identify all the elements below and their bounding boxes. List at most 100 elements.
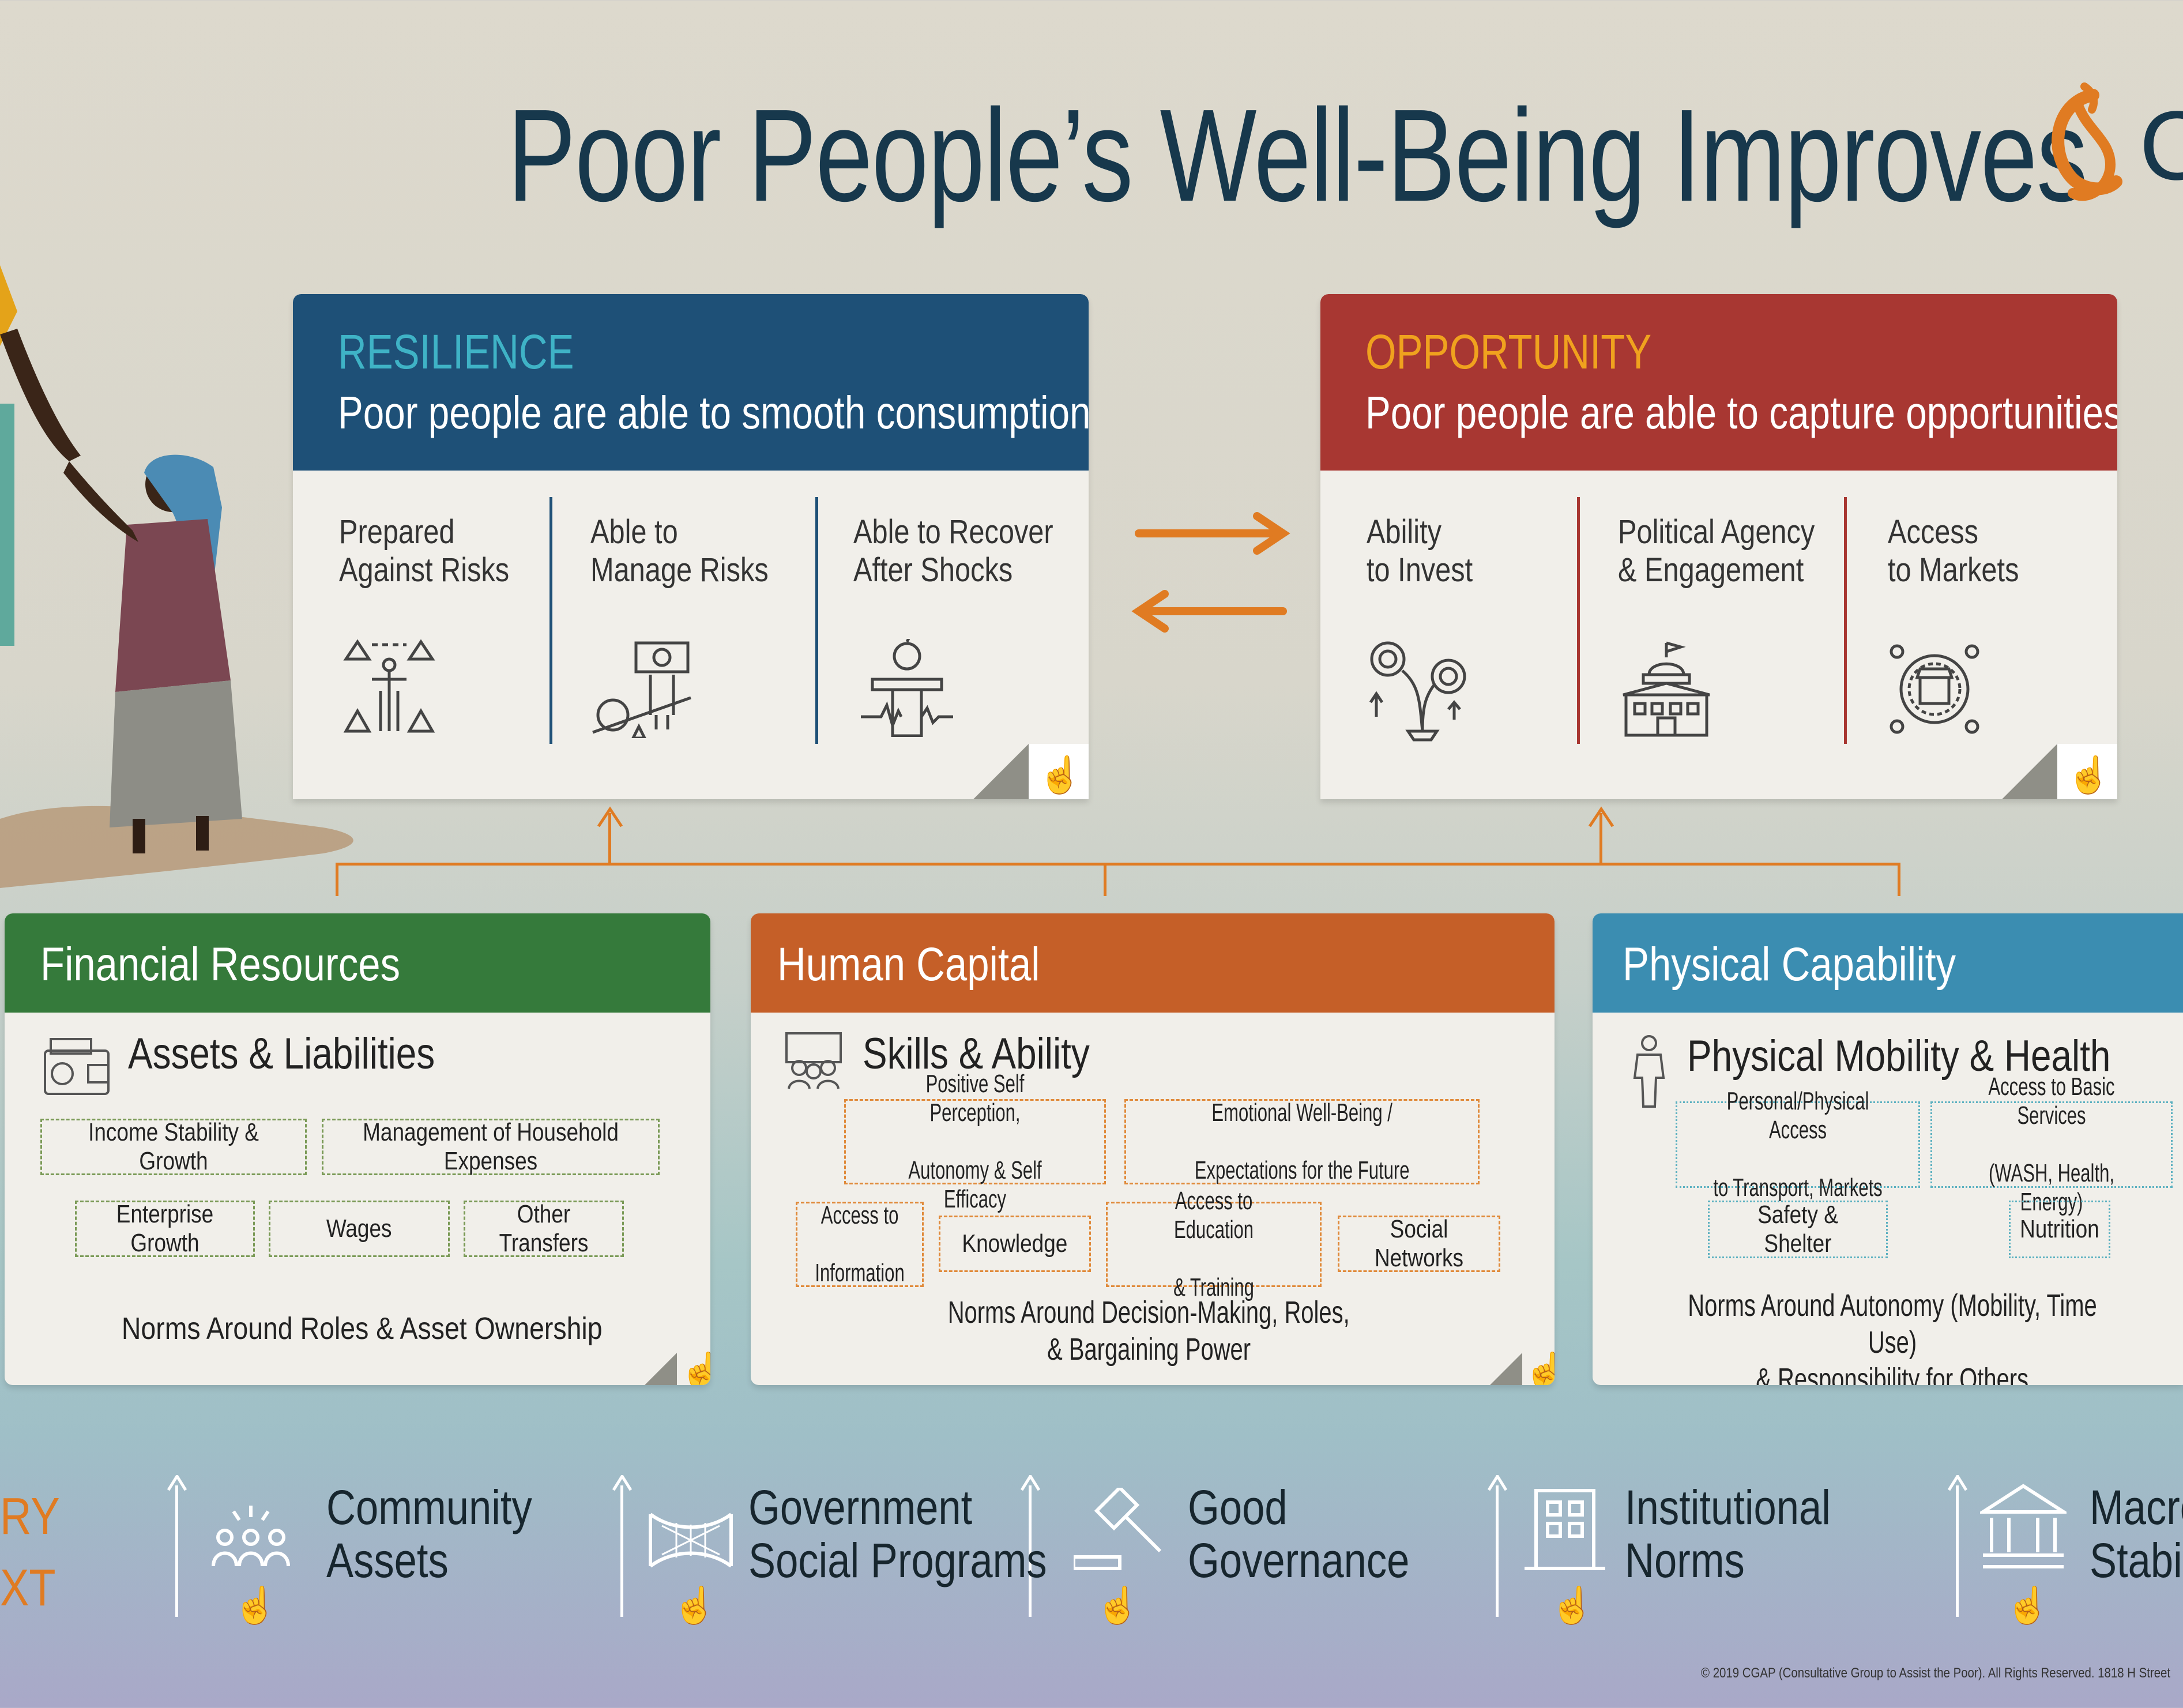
chip-social-networks: Social Networks — [1338, 1215, 1500, 1272]
resilience-kicker: RESILIENCE — [338, 325, 574, 379]
divider — [815, 497, 818, 744]
chip-safety: Safety & Shelter — [1708, 1201, 1888, 1258]
opportunity-kicker: OPPORTUNITY — [1365, 325, 1652, 379]
divider — [549, 497, 552, 744]
chip-emotional: Emotional Well-Being / Expectations for t… — [1124, 1098, 1480, 1184]
page-fold-corner — [1029, 744, 1089, 799]
page-title: Poor People’s Well-Being Improves — [507, 82, 2088, 229]
chip-education: Access to Education & Training — [1106, 1187, 1322, 1301]
hand-pointer-icon[interactable]: ☝ — [672, 1586, 717, 1626]
chip-income: Income Stability & Growth — [40, 1118, 307, 1175]
arrow-up-icon — [1588, 806, 1614, 827]
human-title: Human Capital — [777, 938, 1040, 991]
page-fold — [645, 1353, 677, 1385]
chip-household: Management of Household Expenses — [322, 1118, 660, 1175]
chip-enterprise: Enterprise Growth — [75, 1200, 255, 1257]
physical-subtitle: Physical Mobility & Health — [1687, 1032, 2111, 1081]
physical-norm: Norms Around Autonomy (Mobility, Time Us… — [1688, 1288, 2097, 1385]
context-institutional: Institutional Norms — [1625, 1480, 1831, 1587]
connector — [1898, 863, 1900, 896]
opportunity-subtitle: Poor people are able to capture opportun… — [1365, 387, 2117, 438]
chip-basic-services: Access to Basic Services (WASH, Health, E… — [1930, 1073, 2173, 1216]
page-fold — [1490, 1353, 1522, 1385]
context-divider — [1029, 1485, 1032, 1617]
wallet-icon — [44, 1038, 110, 1095]
chip-transfers: Other Transfers — [464, 1200, 624, 1257]
page-fold-corner — [2057, 744, 2117, 799]
hand-pointer-icon[interactable]: ☝ — [2067, 755, 2112, 795]
hand-pointer-icon[interactable]: ☝ — [1550, 1586, 1595, 1626]
chip-transport: Personal/Physical Access to Transport, Ma… — [1676, 1087, 1920, 1202]
connector — [1104, 863, 1106, 896]
human-norm: Norms Around Decision-Making, Roles, & Ba… — [947, 1295, 1350, 1367]
divider — [1577, 497, 1580, 744]
connector — [608, 813, 611, 864]
risk-balance-icon — [343, 639, 435, 733]
opportunity-item-political: Political Agency & Engagement — [1618, 513, 1815, 589]
page-fold — [973, 744, 1029, 799]
copyright: © 2019 CGAP (Consultative Group to Assis… — [1701, 1665, 2171, 1681]
cgap-logo: C — [2024, 78, 2183, 216]
cgap-logo-mark — [2052, 82, 2122, 201]
exchange-arrows — [1131, 512, 1290, 633]
context-divider — [1496, 1485, 1499, 1617]
money-scale-icon — [592, 641, 691, 738]
financial-title: Financial Resources — [40, 938, 401, 991]
opportunity-item-invest: Ability to Invest — [1367, 513, 1473, 589]
arrow-up-icon — [167, 1475, 187, 1491]
people-illustration — [0, 265, 353, 888]
context-divider — [1956, 1485, 1959, 1617]
hand-pointer-icon[interactable]: ☝ — [1523, 1352, 1555, 1385]
bank-icon — [1980, 1484, 2067, 1568]
hand-pointer-icon[interactable]: ☝ — [233, 1586, 278, 1626]
context-macro: MacroStabil — [2090, 1480, 2183, 1587]
connector — [1599, 813, 1602, 864]
context-governance: Good Governance — [1188, 1480, 1410, 1587]
opportunity-card: OPPORTUNITY Poor people are able to capt… — [1320, 294, 2117, 799]
financial-subtitle: Assets & Liabilities — [128, 1029, 435, 1078]
physical-header: Physical Capability — [1593, 913, 2183, 1013]
resilience-item-recover: Able to Recover After Shocks — [853, 513, 1053, 589]
building-icon — [1525, 1489, 1605, 1570]
context-community: Community Assets — [326, 1480, 532, 1587]
human-capital-card: Human Capital Skills & Ability Positive … — [751, 913, 1555, 1385]
chip-nutrition: Nutrition — [2009, 1201, 2110, 1258]
opportunity-header: OPPORTUNITY Poor people are able to capt… — [1320, 294, 2117, 471]
financial-card: Financial Resources Assets & Liabilities… — [5, 913, 710, 1385]
community-icon — [212, 1506, 290, 1567]
arrow-up-icon — [1021, 1475, 1040, 1491]
government-building-icon — [1623, 641, 1710, 737]
context-divider — [620, 1485, 623, 1617]
context-divider — [175, 1485, 178, 1617]
safety-net-icon — [649, 1513, 733, 1568]
financial-header: Financial Resources — [5, 913, 710, 1013]
person-icon — [1633, 1035, 1665, 1108]
hand-pointer-icon[interactable]: ☝ — [2005, 1586, 2050, 1626]
arrow-up-icon — [612, 1475, 632, 1491]
resilience-header: RESILIENCE Poor people are able to smoot… — [293, 294, 1089, 471]
physical-title: Physical Capability — [1623, 938, 1956, 991]
physical-card: Physical Capability Physical Mobility & … — [1593, 913, 2183, 1385]
financial-norm: Norms Around Roles & Asset Ownership — [122, 1311, 603, 1346]
chip-self-perception: Positive Self Perception, Autonomy & Self… — [844, 1070, 1106, 1213]
context-government: Government Social Programs — [748, 1480, 1047, 1587]
connector — [336, 863, 338, 896]
arrow-up-icon — [1948, 1475, 1967, 1491]
page-fold — [2002, 744, 2057, 799]
hand-pointer-icon[interactable]: ☝ — [1096, 1586, 1141, 1626]
market-access-icon — [1890, 644, 1979, 734]
chip-wages: Wages — [269, 1201, 450, 1257]
logo-letter: C — [2139, 91, 2183, 201]
arrow-up-icon — [1488, 1475, 1507, 1491]
gavel-icon — [1074, 1488, 1162, 1570]
hand-pointer-icon[interactable]: ☝ — [679, 1352, 710, 1385]
opportunity-item-markets: Access to Markets — [1888, 513, 2019, 589]
arrow-up-icon — [597, 806, 623, 827]
resilience-item-prepared: Prepared Against Risks — [339, 513, 510, 589]
hand-pointer-icon[interactable]: ☝ — [1038, 755, 1083, 795]
chip-knowledge: Knowledge — [939, 1216, 1091, 1272]
divider — [1844, 497, 1847, 744]
recovery-icon — [861, 639, 953, 737]
context-label: RY XT — [0, 1488, 60, 1617]
human-subtitle: Skills & Ability — [863, 1029, 1090, 1078]
